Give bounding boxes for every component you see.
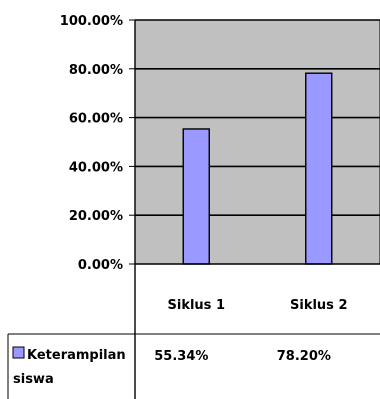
axes — [134, 20, 380, 399]
series-label: siswa — [13, 372, 54, 387]
y-tick-label: 0.00% — [78, 258, 123, 273]
bar — [182, 128, 210, 265]
y-tick-label: 20.00% — [69, 209, 123, 224]
gridlines — [129, 19, 380, 265]
y-tick-label: 40.00% — [69, 160, 123, 175]
legend-key — [12, 346, 25, 359]
y-tick-labels: 0.00% 20.00% 40.00% 60.00% 80.00% 100.00% — [60, 14, 123, 273]
plot-area — [134, 19, 380, 265]
bars — [182, 72, 333, 265]
y-tick-label: 80.00% — [69, 63, 123, 78]
category-label: Siklus 1 — [168, 298, 225, 313]
y-tick-label: 100.00% — [60, 14, 123, 29]
table-value: 78.20% — [277, 349, 331, 364]
table-value: 55.34% — [154, 349, 208, 364]
category-label: Siklus 2 — [290, 298, 347, 313]
y-tick-label: 60.00% — [69, 112, 123, 127]
data-table: Siklus 1 55.34% Siklus 2 78.20% Keterampilan… — [7, 298, 380, 399]
series-label: Keterampilan — [27, 348, 126, 363]
bar — [305, 72, 333, 265]
